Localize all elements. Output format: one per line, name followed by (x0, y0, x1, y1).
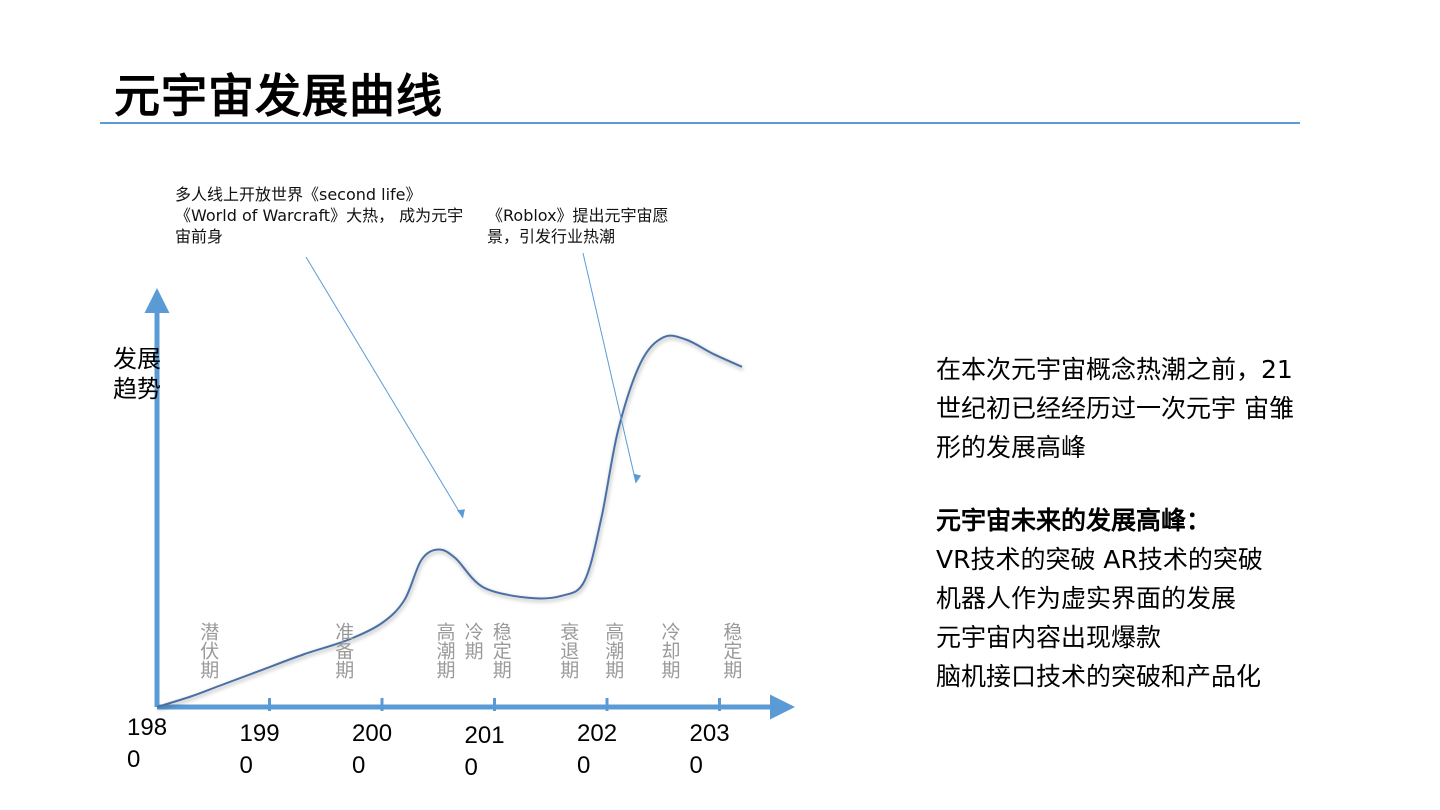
x-tick-label: 2010 (464, 722, 505, 781)
x-tick-label: 2020 (577, 720, 618, 779)
period-label: 准备期 (332, 622, 355, 679)
side-text-panel: 在本次元宇宙概念热潮之前，21世纪初已经经历过一次元宇 宙雏形的发展高峰 元宇宙… (936, 350, 1306, 696)
callout-leader-line (305, 256, 464, 519)
x-tick-label: 1990 (239, 720, 280, 779)
future-item: 机器人作为虚实界面的发展 (936, 584, 1237, 613)
period-label: 高潮期 (433, 622, 456, 679)
callout-arrowhead (633, 473, 642, 483)
callout-roblox: 《Roblox》提出元宇宙愿景，引发行业热潮 (487, 206, 669, 246)
period-label: 冷却期 (658, 622, 681, 679)
callout-leader-line (582, 252, 637, 484)
trend-curve (156, 334, 743, 708)
period-label: 衰退期 (557, 622, 580, 679)
x-tick-label: 2000 (352, 720, 393, 779)
future-item: VR技术的突破 AR技术的突破 (936, 545, 1263, 574)
x-tick-label: 1980 (127, 714, 168, 773)
period-label: 高潮期 (602, 622, 625, 679)
y-axis-label: 发展趋势 (113, 345, 161, 403)
development-curve-chart (144, 252, 795, 720)
side-intro-text: 在本次元宇宙概念热潮之前，21世纪初已经经历过一次元宇 宙雏形的发展高峰 (936, 355, 1294, 462)
title-underline (100, 122, 1300, 124)
future-item: 脑机接口技术的突破和产品化 (936, 662, 1262, 691)
period-label: 冷期 (461, 622, 484, 660)
x-tick-label: 2030 (689, 720, 730, 779)
future-item: 元宇宙内容出现爆款 (936, 623, 1162, 652)
period-label: 稳定期 (720, 622, 743, 679)
period-label: 稳定期 (489, 622, 512, 679)
future-heading: 元宇宙未来的发展高峰： (936, 506, 1212, 535)
period-label: 潜伏期 (197, 622, 220, 679)
callout-arrowhead (456, 509, 465, 518)
callout-second-life: 多人线上开放世界《second life》《World of Warcraft》… (175, 185, 464, 246)
page-title: 元宇宙发展曲线 (114, 69, 443, 123)
